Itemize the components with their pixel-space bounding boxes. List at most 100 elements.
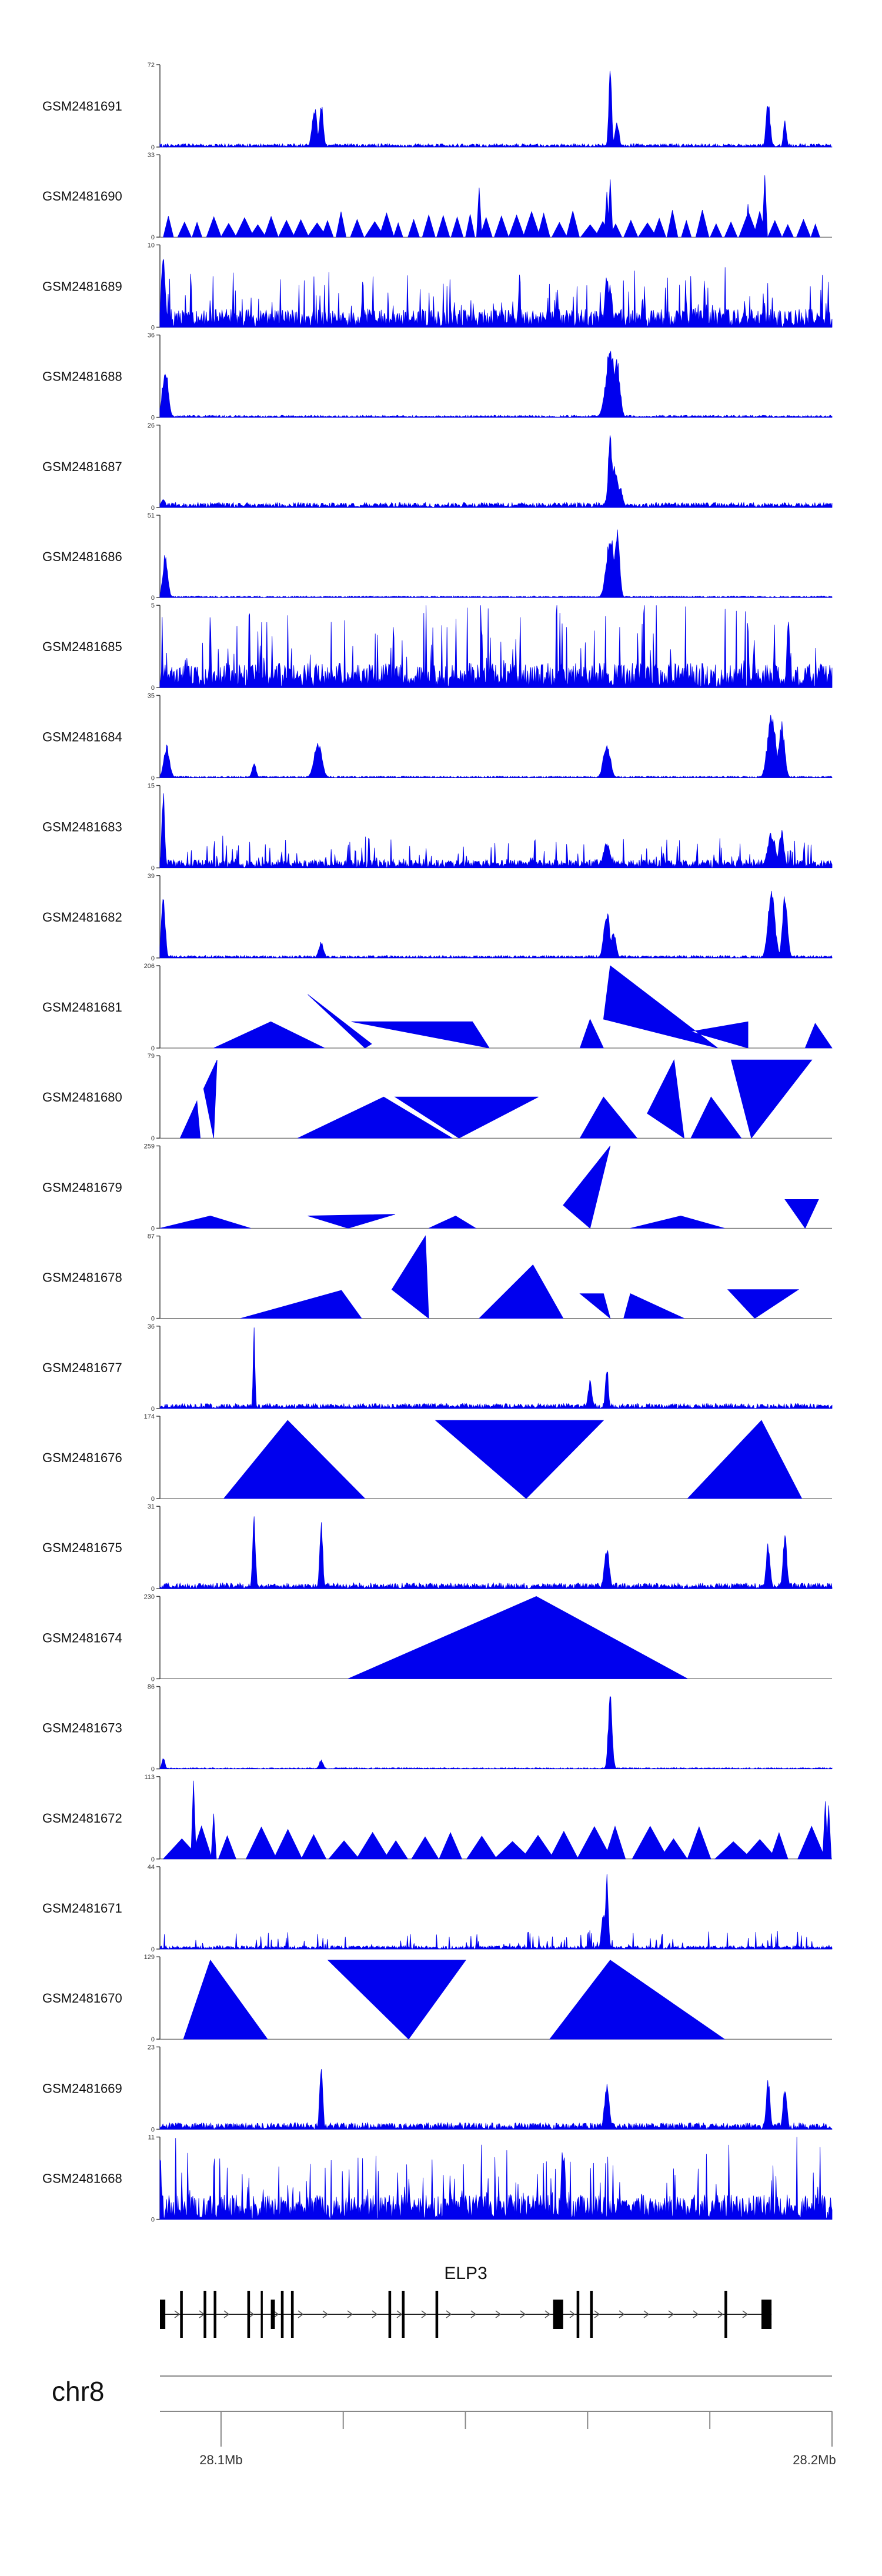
- track-gsm2481678: GSM2481678 87 0: [42, 1233, 832, 1323]
- track-gsm2481679: GSM2481679 259 0: [42, 1143, 832, 1232]
- track-gsm2481681: GSM2481681 206 0: [42, 963, 833, 1052]
- gene-exon: [260, 2291, 263, 2338]
- track-name-label: GSM2481677: [42, 1360, 122, 1375]
- strand-arrow: [470, 2310, 477, 2318]
- axis-ticks: [220, 2411, 833, 2447]
- gene-exon: [435, 2291, 439, 2338]
- track-ymin-label: 0: [151, 144, 155, 151]
- track-ymax-label: 36: [148, 1323, 155, 1330]
- track-ymin-label: 0: [151, 1856, 155, 1863]
- gene-exon: [388, 2291, 392, 2338]
- track-coverage-area: [159, 1696, 833, 1770]
- gene-name-label: ELP3: [444, 2264, 487, 2283]
- track-ymax-label: 259: [144, 1143, 155, 1150]
- tick-label-28-1mb: 28.1Mb: [199, 2452, 242, 2467]
- track-ymin-label: 0: [151, 865, 155, 872]
- strand-arrow: [544, 2310, 551, 2318]
- strand-arrow: [742, 2310, 749, 2318]
- track-gsm2481684: GSM2481684 35 0: [42, 692, 833, 782]
- track-ymax-label: 35: [148, 692, 155, 699]
- track-coverage-area: [179, 1059, 813, 1139]
- track-gsm2481685: GSM2481685 5 0: [42, 602, 833, 692]
- track-ymax-label: 5: [151, 602, 155, 609]
- track-ymin-label: 0: [151, 775, 155, 782]
- track-coverage-area: [159, 793, 833, 869]
- track-name-label: GSM2481670: [42, 1991, 122, 2006]
- strand-arrow: [446, 2310, 452, 2318]
- strand-arrow: [298, 2310, 304, 2318]
- track-ymin-label: 0: [151, 2036, 155, 2043]
- track-name-label: GSM2481673: [42, 1721, 122, 1736]
- strand-arrow: [520, 2310, 526, 2318]
- gene-exon: [270, 2300, 275, 2329]
- track-ymax-label: 51: [148, 512, 155, 519]
- track-ymax-label: 33: [148, 152, 155, 159]
- track-gsm2481671: GSM2481671 44 0: [42, 1864, 833, 1953]
- track-gsm2481689: GSM2481689 10 0: [42, 242, 833, 331]
- track-ymax-label: 87: [148, 1233, 155, 1240]
- track-gsm2481682: GSM2481682 39 0: [42, 873, 833, 962]
- track-gsm2481686: GSM2481686 51 0: [42, 512, 833, 602]
- track-name-label: GSM2481685: [42, 639, 122, 654]
- gene-strand-arrows: [174, 2310, 749, 2318]
- track-ymax-label: 23: [148, 2044, 155, 2051]
- gene-exon: [576, 2291, 580, 2338]
- track-ymax-label: 26: [148, 422, 155, 429]
- track-coverage-area: [159, 351, 833, 418]
- track-coverage-area: [159, 71, 833, 148]
- track-name-label: GSM2481674: [42, 1630, 122, 1645]
- track-coverage-area: [159, 1327, 833, 1410]
- track-name-label: GSM2481676: [42, 1450, 122, 1465]
- track-gsm2481675: GSM2481675 31 0: [42, 1503, 833, 1593]
- strand-arrow: [174, 2310, 181, 2318]
- track-ymin-label: 0: [151, 234, 155, 241]
- strand-arrow: [668, 2310, 674, 2318]
- track-name-label: GSM2481681: [42, 1000, 122, 1015]
- strand-arrow: [223, 2310, 230, 2318]
- track-name-label: GSM2481672: [42, 1811, 122, 1826]
- track-ymax-label: 86: [148, 1684, 155, 1691]
- track-gsm2481672: GSM2481672 113 0: [42, 1774, 832, 1863]
- track-gsm2481688: GSM2481688 36 0: [42, 332, 833, 422]
- track-ymax-label: 206: [144, 963, 155, 970]
- strand-arrow: [643, 2310, 650, 2318]
- track-coverage-area: [159, 2137, 833, 2220]
- track-ymax-label: 113: [144, 1774, 155, 1781]
- track-coverage-area: [163, 175, 820, 238]
- track-coverage-area: [159, 2069, 833, 2130]
- track-name-label: GSM2481678: [42, 1270, 122, 1285]
- track-ymin-label: 0: [151, 685, 155, 692]
- track-name-label: GSM2481683: [42, 820, 122, 835]
- track-name-label: GSM2481689: [42, 279, 122, 293]
- strand-arrow: [619, 2310, 625, 2318]
- track-gsm2481669: GSM2481669 23 0: [42, 2044, 833, 2133]
- strand-arrow: [372, 2310, 378, 2318]
- gene-exon: [553, 2300, 563, 2329]
- track-name-label: GSM2481690: [42, 189, 122, 203]
- gene-exon: [290, 2291, 294, 2338]
- track-name-label: GSM2481675: [42, 1540, 122, 1555]
- track-coverage-area: [159, 715, 833, 779]
- track-ymin-label: 0: [151, 2217, 155, 2224]
- track-gsm2481683: GSM2481683 15 0: [42, 783, 833, 872]
- gene-exon: [247, 2291, 250, 2338]
- track-ymin-label: 0: [151, 1316, 155, 1323]
- track-coverage-area: [183, 1959, 726, 2040]
- strand-arrow: [594, 2310, 600, 2318]
- track-name-label: GSM2481671: [42, 1901, 122, 1916]
- track-name-label: GSM2481686: [42, 549, 122, 564]
- track-coverage-area: [213, 965, 833, 1049]
- track-ymin-label: 0: [151, 324, 155, 331]
- track-gsm2481677: GSM2481677 36 0: [42, 1323, 833, 1413]
- strand-arrow: [248, 2310, 255, 2318]
- track-name-label: GSM2481680: [42, 1090, 122, 1105]
- track-coverage-area: [162, 1780, 832, 1860]
- track-name-label: GSM2481669: [42, 2081, 122, 2095]
- track-coverage-area: [223, 1420, 803, 1499]
- track-ymin-label: 0: [151, 415, 155, 422]
- strand-arrow: [396, 2310, 403, 2318]
- gene-exon: [203, 2291, 206, 2338]
- track-ymax-label: 44: [148, 1864, 155, 1871]
- track-ymin-label: 0: [151, 2126, 155, 2133]
- track-ymax-label: 72: [148, 62, 155, 69]
